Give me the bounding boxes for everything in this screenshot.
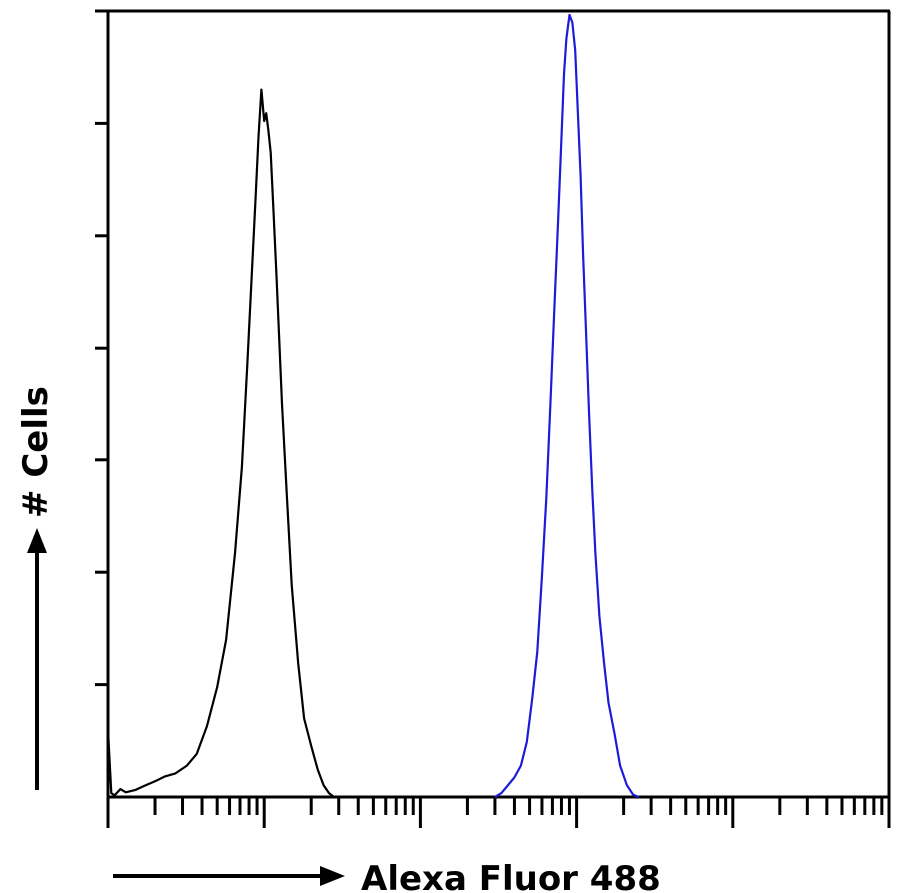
y-axis-label: # Cells xyxy=(16,386,56,518)
y-axis-ticks xyxy=(95,9,108,687)
x-axis-ticks xyxy=(106,797,891,828)
y-axis-arrowhead xyxy=(27,528,47,553)
histogram-series-2 xyxy=(494,13,640,799)
series-layer xyxy=(106,13,640,799)
x-axis-arrowhead xyxy=(320,866,345,886)
histogram-series-1 xyxy=(106,88,335,798)
x-axis-label: Alexa Fluor 488 xyxy=(361,859,661,893)
